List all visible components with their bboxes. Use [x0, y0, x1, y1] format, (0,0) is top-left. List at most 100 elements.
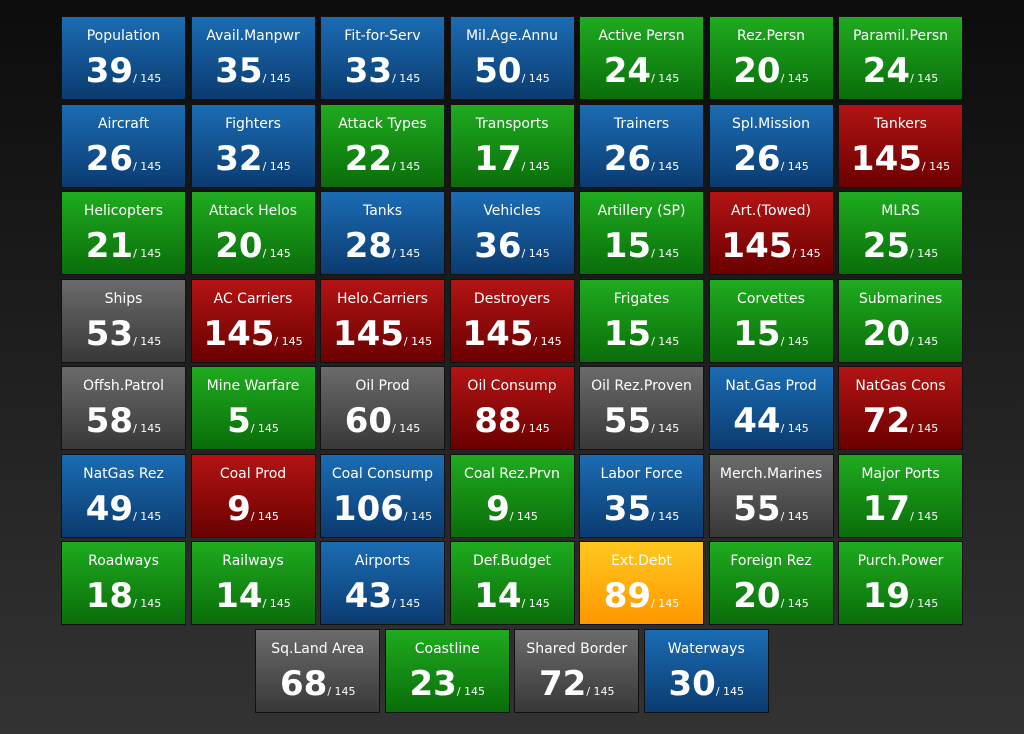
tile-label: Oil Consump	[467, 378, 557, 394]
tile: Spl.Mission 26/ 145	[708, 103, 834, 188]
tile-rank: 17/ 145	[451, 139, 574, 179]
tile: Roadways 18/ 145	[61, 541, 186, 625]
rank-value: 145	[332, 313, 404, 354]
rank-total: / 145	[133, 597, 162, 610]
tile-label: NatGas Rez	[83, 465, 164, 482]
tile-rank: 14/ 145	[451, 576, 574, 616]
rank-total: / 145	[133, 334, 162, 348]
rank-value: 145	[721, 226, 793, 266]
tile-rank: 5/ 145	[192, 401, 315, 441]
tile-rank: 39/ 145	[62, 51, 185, 91]
rank-total: / 145	[792, 247, 821, 260]
rank-value: 19	[862, 576, 911, 616]
tile: Purch.Power 19/ 145	[838, 541, 963, 625]
rank-total: / 145	[250, 422, 279, 435]
rank-value: 23	[409, 663, 457, 704]
tile: Coal Prod 9/ 145	[190, 453, 316, 538]
rank-total: / 145	[521, 72, 550, 85]
tile-label: Attack Helos	[208, 203, 298, 219]
tile: Coal Rez.Prvn 9/ 145	[449, 453, 575, 538]
tile-rank: 50/ 145	[451, 51, 574, 91]
rank-value: 43	[344, 576, 393, 616]
tile-rank: 145/ 145	[192, 314, 315, 354]
tile-rank: 30/ 145	[645, 664, 768, 704]
tile-label: Railways	[222, 553, 284, 569]
rank-value: 89	[603, 576, 652, 616]
rank-total: / 145	[586, 684, 615, 698]
tile-label: Oil Rez.Proven	[591, 378, 692, 394]
rank-total: / 145	[780, 334, 809, 348]
tile-label: Waterways	[667, 640, 745, 657]
tile-label: Tanks	[362, 203, 403, 219]
rank-value: 14	[215, 576, 263, 616]
rank-total: / 145	[780, 422, 809, 435]
rank-total: / 145	[651, 509, 680, 523]
tile-rank: 89/ 145	[580, 576, 703, 616]
tile-label: NatGas Cons	[855, 378, 946, 394]
tile: Submarines 20/ 145	[838, 278, 963, 363]
rank-value: 18	[85, 576, 134, 616]
tile-label: Corvettes	[737, 290, 805, 307]
rank-total: / 145	[910, 247, 939, 260]
rank-total: / 145	[133, 422, 162, 435]
tile-label: Aircraft	[97, 115, 150, 132]
tile-rank: 145/ 145	[710, 226, 833, 266]
tile-label: Purch.Power	[857, 553, 944, 569]
rank-total: / 145	[262, 72, 291, 85]
tile: Sq.Land Area 68/ 145	[255, 628, 381, 713]
rank-value: 9	[227, 488, 251, 529]
tile-rank: 20/ 145	[710, 576, 833, 616]
tile: Tankers 145/ 145	[838, 103, 963, 188]
tile-label: Shared Border	[526, 640, 628, 657]
tile: Offsh.Patrol 58/ 145	[61, 366, 186, 450]
rank-total: / 145	[392, 422, 421, 435]
rank-total: / 145	[262, 597, 291, 610]
rank-value: 50	[474, 51, 522, 91]
rank-total: / 145	[403, 334, 433, 348]
tile-label: Coal Prod	[219, 465, 287, 482]
tile-label: Mine Warfare	[206, 378, 300, 394]
tile-label: Vehicles	[483, 203, 541, 219]
rank-total: / 145	[133, 247, 162, 260]
tile-rank: 9/ 145	[192, 489, 315, 529]
rank-value: 55	[733, 488, 781, 529]
rank-value: 28	[344, 226, 393, 266]
tile-rank: 20/ 145	[839, 314, 962, 354]
tile-rank: 20/ 145	[192, 226, 315, 266]
tile: Fighters 32/ 145	[190, 103, 316, 188]
tile: Waterways 30/ 145	[643, 628, 769, 713]
tile-rank: 35/ 145	[580, 489, 703, 529]
rank-total: / 145	[780, 509, 809, 523]
rank-value: 106	[332, 488, 404, 529]
tile: Avail.Manpwr 35/ 145	[190, 16, 316, 100]
rank-value: 26	[733, 138, 781, 179]
rank-value: 20	[215, 226, 263, 266]
tile: Ext.Debt 89/ 145	[579, 541, 704, 625]
tile-label: Sq.Land Area	[271, 640, 365, 657]
tile: Vehicles 36/ 145	[449, 191, 575, 275]
tile-rank: 19/ 145	[839, 576, 962, 616]
tile-rank: 20/ 145	[710, 51, 833, 91]
tile: Oil Rez.Proven 55/ 145	[579, 366, 704, 450]
rank-total: / 145	[921, 159, 951, 173]
tile-label: Trainers	[613, 115, 670, 132]
tile-label: Tankers	[874, 115, 927, 132]
tile: Corvettes 15/ 145	[708, 278, 834, 363]
rank-value: 25	[862, 226, 911, 266]
tile: Active Persn 24/ 145	[579, 16, 704, 100]
tile-label: Destroyers	[473, 290, 551, 307]
tile: Helo.Carriers 145/ 145	[320, 278, 445, 363]
tile-label: Coal Consump	[331, 465, 434, 482]
tile: Airports 43/ 145	[320, 541, 445, 625]
rank-total: / 145	[392, 247, 421, 260]
tile: Oil Prod 60/ 145	[320, 366, 445, 450]
rank-value: 22	[344, 138, 393, 179]
tile: Transports 17/ 145	[449, 103, 575, 188]
rank-value: 72	[862, 401, 911, 441]
rank-total: / 145	[262, 247, 291, 260]
tile-label: Submarines	[858, 290, 943, 307]
rank-value: 49	[85, 488, 134, 529]
tile: Frigates 15/ 145	[579, 278, 704, 363]
tile-label: MLRS	[881, 203, 920, 219]
tile-label: Spl.Mission	[732, 115, 810, 132]
